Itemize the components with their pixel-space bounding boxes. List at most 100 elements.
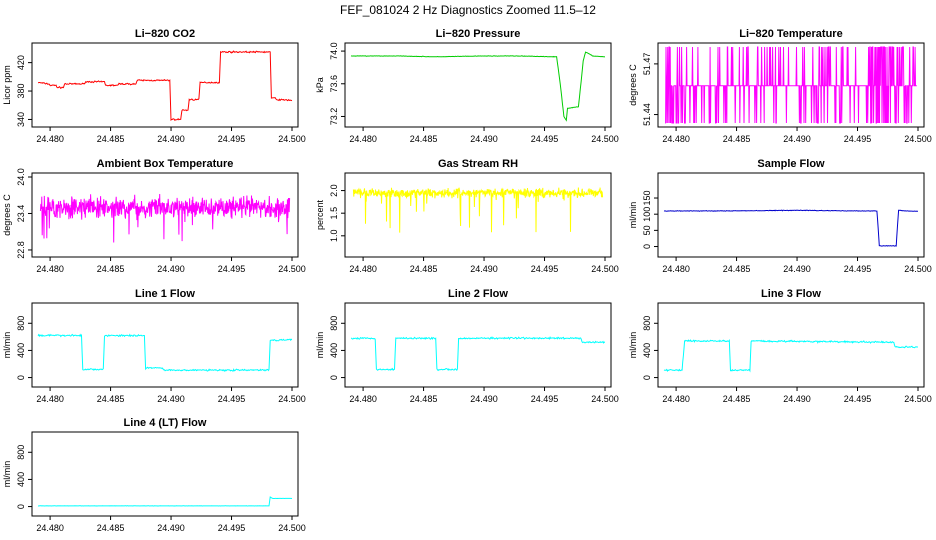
plot-frame bbox=[31, 431, 299, 517]
x-tick-label: 24.480 bbox=[662, 394, 690, 404]
y-tick-label: 150 bbox=[642, 191, 652, 206]
y-tick-label: 51.44 bbox=[642, 103, 652, 126]
y-tick-label: 400 bbox=[329, 343, 339, 358]
y-axis-label: ml/min bbox=[315, 332, 325, 359]
x-tick-label: 24.485 bbox=[723, 264, 751, 274]
y-tick-label: 51.47 bbox=[642, 53, 652, 76]
y-tick-label: 73.6 bbox=[329, 75, 339, 93]
plot-frame bbox=[31, 302, 299, 388]
series-line bbox=[352, 187, 604, 233]
x-tick-label: 24.500 bbox=[278, 394, 306, 404]
panel-title: Line 3 Flow bbox=[761, 288, 821, 300]
y-tick-label: 1.0 bbox=[329, 230, 339, 243]
y-tick-label: 0 bbox=[329, 375, 339, 380]
y-tick-label: 340 bbox=[16, 112, 26, 127]
x-tick-label: 24.480 bbox=[36, 523, 64, 533]
y-axis-label: degrees C bbox=[2, 194, 12, 236]
panel-2: Li−820 Pressure kPa 24.480 24.485 24.490 24.4… bbox=[315, 28, 619, 144]
x-tick-label: 24.495 bbox=[218, 394, 246, 404]
x-tick-label: 24.485 bbox=[97, 264, 125, 274]
y-tick-label: 800 bbox=[16, 316, 26, 331]
x-tick-label: 24.480 bbox=[662, 264, 690, 274]
panel-7: Line 1 Flow ml/min 24.480 24.485 24.490 24.49… bbox=[2, 288, 306, 404]
series-line bbox=[37, 50, 293, 122]
x-tick-label: 24.500 bbox=[591, 394, 619, 404]
series-line bbox=[663, 339, 918, 373]
plot-frame bbox=[31, 172, 299, 258]
x-tick-label: 24.490 bbox=[157, 134, 185, 144]
x-tick-label: 24.495 bbox=[218, 134, 246, 144]
y-tick-label: 100 bbox=[642, 207, 652, 222]
x-tick-label: 24.500 bbox=[904, 394, 932, 404]
y-tick-label: 73.2 bbox=[329, 108, 339, 126]
panel-10: Line 4 (LT) Flow ml/min 24.480 24.485 24.490… bbox=[2, 417, 306, 533]
x-tick-label: 24.490 bbox=[157, 394, 185, 404]
y-tick-label: 400 bbox=[16, 343, 26, 358]
x-tick-label: 24.500 bbox=[904, 134, 932, 144]
y-tick-label: 22.8 bbox=[16, 241, 26, 259]
plot-frame bbox=[344, 42, 612, 128]
y-tick-label: 0 bbox=[642, 244, 652, 249]
y-tick-label: 380 bbox=[16, 84, 26, 99]
y-tick-label: 800 bbox=[16, 445, 26, 460]
series-line bbox=[350, 336, 606, 372]
x-tick-label: 24.500 bbox=[591, 264, 619, 274]
x-tick-label: 24.490 bbox=[157, 523, 185, 533]
y-tick-label: 23.4 bbox=[16, 205, 26, 223]
y-tick-label: 800 bbox=[642, 316, 652, 331]
panel-5: Gas Stream RH percent 24.480 24.485 24.490 24… bbox=[315, 158, 619, 274]
x-tick-label: 24.490 bbox=[783, 264, 811, 274]
panel-9: Line 3 Flow ml/min 24.480 24.485 24.490 24.49… bbox=[628, 288, 932, 404]
x-tick-label: 24.485 bbox=[410, 134, 438, 144]
panel-title: Line 2 Flow bbox=[448, 288, 508, 300]
panel-title: Li−820 Pressure bbox=[436, 28, 521, 40]
x-tick-label: 24.495 bbox=[844, 134, 872, 144]
series-line bbox=[37, 333, 293, 372]
x-tick-label: 24.495 bbox=[531, 264, 559, 274]
panel-title: Line 1 Flow bbox=[135, 288, 195, 300]
panel-title: Li−820 CO2 bbox=[135, 28, 195, 40]
panel-title: Gas Stream RH bbox=[438, 158, 518, 170]
x-tick-label: 24.485 bbox=[410, 394, 438, 404]
y-axis-label: percent bbox=[315, 199, 325, 230]
x-tick-label: 24.490 bbox=[783, 394, 811, 404]
panel-title: Li−820 Temperature bbox=[739, 28, 842, 40]
y-axis-label: kPa bbox=[315, 77, 325, 93]
y-tick-label: 74.0 bbox=[329, 42, 339, 60]
y-tick-label: 400 bbox=[16, 472, 26, 487]
x-tick-label: 24.480 bbox=[349, 264, 377, 274]
x-tick-label: 24.480 bbox=[349, 394, 377, 404]
x-tick-label: 24.485 bbox=[97, 394, 125, 404]
y-tick-label: 1.5 bbox=[329, 207, 339, 220]
y-axis-label: degrees C bbox=[628, 64, 638, 106]
panel-1: Li−820 CO2 Licor ppm 24.480 24.485 24.490 24.… bbox=[2, 28, 306, 144]
x-tick-label: 24.480 bbox=[36, 134, 64, 144]
y-tick-label: 2.0 bbox=[329, 184, 339, 197]
x-tick-label: 24.490 bbox=[470, 264, 498, 274]
x-tick-label: 24.500 bbox=[278, 134, 306, 144]
y-tick-label: 0 bbox=[16, 375, 26, 380]
y-tick-label: 50 bbox=[642, 225, 652, 235]
series-line bbox=[663, 209, 919, 247]
y-tick-label: 400 bbox=[642, 343, 652, 358]
x-tick-label: 24.495 bbox=[844, 394, 872, 404]
x-tick-label: 24.495 bbox=[218, 264, 246, 274]
x-tick-label: 24.490 bbox=[470, 394, 498, 404]
x-tick-label: 24.500 bbox=[591, 134, 619, 144]
panel-4: Ambient Box Temperature degrees C 24.480 24… bbox=[2, 158, 306, 274]
x-tick-label: 24.480 bbox=[36, 394, 64, 404]
plot-frame bbox=[657, 302, 925, 388]
x-tick-label: 24.490 bbox=[157, 264, 185, 274]
x-tick-label: 24.485 bbox=[410, 264, 438, 274]
plot-frame bbox=[657, 42, 925, 128]
panel-title: Sample Flow bbox=[757, 158, 825, 170]
series-line bbox=[350, 51, 606, 122]
x-tick-label: 24.485 bbox=[723, 394, 751, 404]
y-axis-label: ml/min bbox=[628, 332, 638, 359]
y-axis-label: ml/min bbox=[2, 332, 12, 359]
x-tick-label: 24.485 bbox=[97, 134, 125, 144]
x-tick-label: 24.485 bbox=[97, 523, 125, 533]
panel-title: Line 4 (LT) Flow bbox=[124, 417, 207, 429]
y-tick-label: 24.0 bbox=[16, 168, 26, 186]
